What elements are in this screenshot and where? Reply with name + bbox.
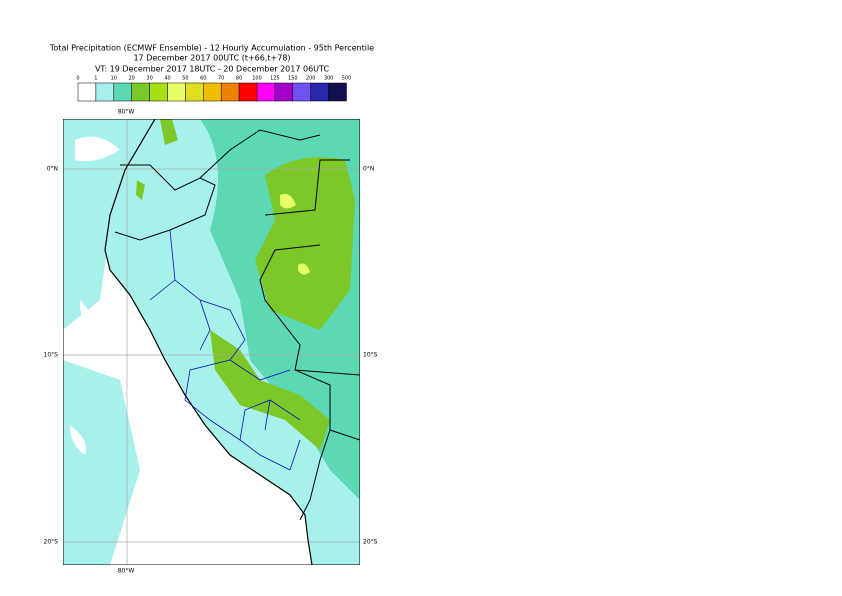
legend-label: 60: [200, 76, 206, 82]
title-line: VT: 19 December 2017 18UTC - 20 December…: [95, 65, 329, 74]
map: [63, 119, 360, 565]
legend-label: 20: [129, 76, 135, 82]
legend-swatch: [310, 82, 329, 102]
legend-label: 1: [94, 76, 97, 82]
lon-label: 80°W: [118, 568, 135, 575]
legend-swatch: [95, 82, 115, 102]
lat-label: 0°N: [363, 166, 374, 173]
lat-label: 10°S: [44, 352, 59, 359]
legend-swatch: [220, 82, 240, 102]
legend-label: 0: [76, 76, 79, 82]
legend-label: 80: [236, 76, 242, 82]
legend-swatch: [131, 82, 150, 102]
legend-label: 40: [164, 76, 170, 82]
legend-label: 500: [342, 76, 352, 82]
legend-label: 10: [111, 76, 117, 82]
title-line: 17 December 2017 00UTC (t+66,t+78): [133, 54, 290, 63]
lat-label: 10°S: [363, 352, 378, 359]
legend-label: 150: [288, 76, 298, 82]
legend-label: 125: [270, 76, 280, 82]
legend: 0 1 10 20 30 40 50 60 70 80 100 125 150 200 300 500: [76, 76, 351, 102]
legend-swatch: [149, 82, 168, 102]
legend-swatch: [328, 82, 347, 102]
legend-label: 50: [182, 76, 188, 82]
lon-label: 80°W: [118, 109, 135, 116]
legend-swatch: [203, 82, 222, 102]
legend-label: 200: [306, 76, 316, 82]
legend-swatch: [274, 82, 294, 102]
legend-label: 70: [218, 76, 224, 82]
legend-swatch: [77, 82, 97, 102]
legend-swatch: [256, 82, 276, 102]
lat-label: 20°S: [363, 539, 378, 546]
lat-label: 0°N: [47, 166, 58, 173]
legend-swatch: [167, 82, 186, 102]
lat-label: 20°S: [44, 539, 59, 546]
legend-swatch: [113, 82, 132, 102]
legend-label: 30: [146, 76, 152, 82]
legend-label: 300: [324, 76, 334, 82]
legend-swatch: [185, 82, 204, 102]
legend-label: 100: [252, 76, 262, 82]
legend-swatch: [238, 82, 258, 102]
title-line: Total Precipitation (ECMWF Ensemble) - 1…: [49, 44, 374, 53]
legend-swatch: [292, 82, 311, 102]
